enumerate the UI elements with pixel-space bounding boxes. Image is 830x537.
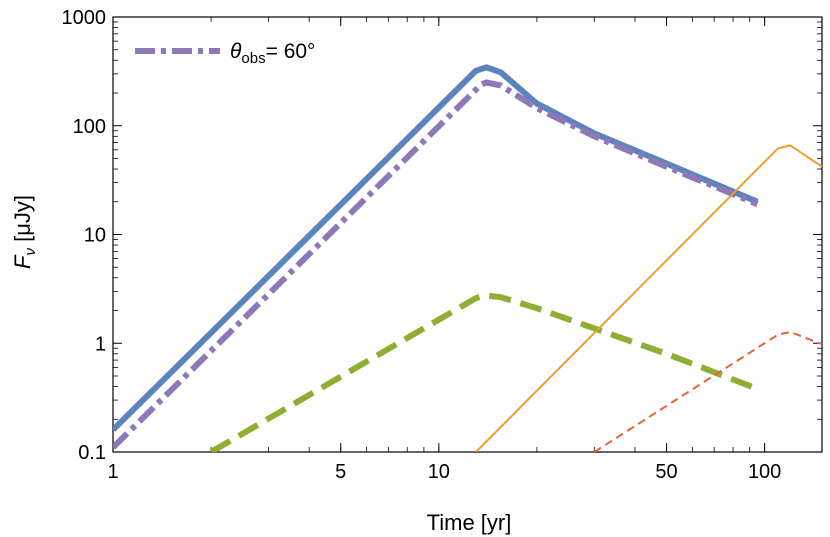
y-axis-label-main: F (10, 254, 35, 269)
series-group (113, 64, 822, 452)
series-line-2 (113, 79, 759, 450)
y-axis-label-sub: ν (22, 248, 39, 256)
y-tick-label: 10 (84, 225, 106, 247)
y-axis-label: Fν [μJy] (10, 195, 39, 269)
y-tick-label: 0.1 (78, 442, 106, 464)
x-tick-label: 50 (655, 461, 677, 483)
legend-value: = 60° (266, 40, 316, 63)
legend-label: θobs= 60° (230, 40, 315, 67)
series-line-3 (209, 292, 759, 452)
series-line-1 (113, 64, 759, 432)
y-tick-label: 100 (73, 116, 106, 138)
y-tick-label: 1 (95, 333, 106, 355)
x-tick-label: 100 (748, 461, 781, 483)
x-tick-label: 10 (428, 461, 450, 483)
series-line-5 (593, 331, 822, 452)
x-axis-label: Time [yr] (427, 510, 512, 535)
major-ticks (112, 16, 822, 453)
series-line-4 (475, 144, 822, 452)
x-tick-label: 1 (107, 461, 118, 483)
y-axis-label-unit: [μJy] (10, 195, 35, 248)
legend: θobs= 60° (135, 40, 315, 67)
y-tick-label: 1000 (62, 7, 107, 29)
legend-symbol: θ (230, 40, 242, 63)
x-tick-label: 5 (335, 461, 346, 483)
legend-subscript: obs (241, 50, 265, 67)
